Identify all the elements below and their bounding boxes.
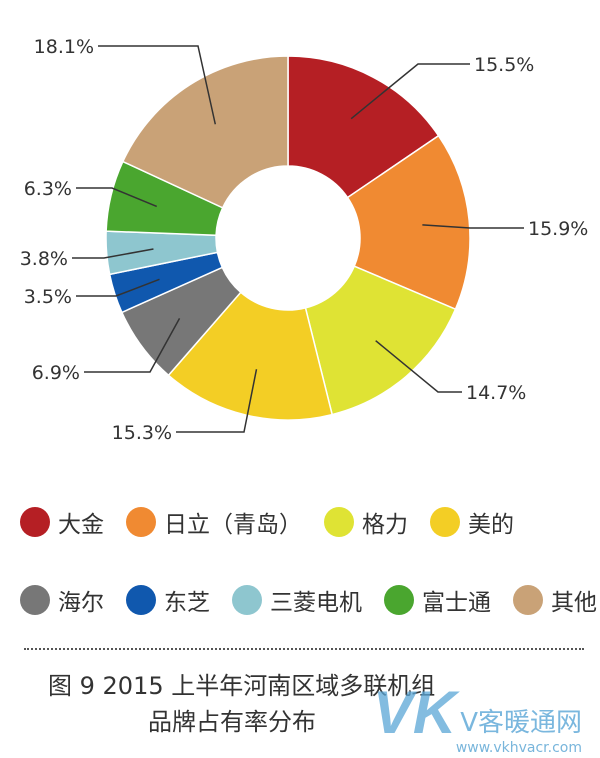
- dotted-divider: [24, 648, 584, 650]
- leader-line-2: [375, 340, 462, 393]
- legend-item-other: 其他: [513, 583, 597, 617]
- leader-line-6: [72, 248, 154, 259]
- legend-label: 其他: [551, 590, 597, 616]
- watermark: VK V客暖通网 www.vkhvacr.com: [372, 679, 582, 757]
- legend-item-gree: 格力: [324, 505, 408, 539]
- legend-item-mitsubishi: 三菱电机: [232, 583, 362, 617]
- legend-item-fujitsu: 富士通: [384, 583, 491, 617]
- data-label-3: 15.3%: [112, 422, 172, 444]
- data-label-0: 15.5%: [474, 54, 534, 76]
- data-label-7: 6.3%: [24, 178, 72, 200]
- legend-dot-icon: [20, 585, 50, 615]
- legend-dot-icon: [20, 507, 50, 537]
- legend-dot-icon: [126, 507, 156, 537]
- legend-label: 海尔: [58, 590, 104, 616]
- legend-item-haier: 海尔: [20, 583, 104, 617]
- leader-line-7: [76, 187, 158, 208]
- legend-item-hitachi: 日立（青岛）: [126, 505, 302, 539]
- legend-dot-icon: [232, 585, 262, 615]
- legend-label: 大金: [58, 512, 104, 538]
- donut-chart: 15.5% 15.9% 14.7% 15.3% 6.9% 3.5% 3.8% 6.3% 18.1…: [20, 36, 589, 444]
- legend-dot-icon: [513, 585, 543, 615]
- legend-item-midea: 美的: [430, 505, 514, 539]
- data-label-4: 6.9%: [32, 362, 80, 384]
- watermark-logo: VK V客暖通网: [372, 679, 582, 746]
- legend-dot-icon: [126, 585, 156, 615]
- data-label-5: 3.5%: [24, 286, 72, 308]
- data-label-6: 3.8%: [20, 248, 68, 270]
- watermark-vk-logo: VK: [372, 679, 457, 746]
- caption-line-2: 品牌占有率分布: [148, 708, 316, 736]
- watermark-url: www.vkhvacr.com: [455, 740, 582, 756]
- legend-item-daikin: 大金: [20, 505, 104, 539]
- slice-8: [121, 55, 289, 209]
- leader-line-4: [84, 318, 181, 373]
- slice-1: [346, 134, 471, 311]
- slice-0: [287, 55, 440, 199]
- data-label-2: 14.7%: [466, 382, 526, 404]
- legend-label: 日立（青岛）: [164, 512, 302, 538]
- legend-label: 三菱电机: [270, 590, 362, 616]
- leader-line-1: [422, 224, 524, 229]
- caption-line-1: 图 9 2015 上半年河南区域多联机组: [48, 672, 436, 700]
- data-label-1: 15.9%: [528, 218, 588, 240]
- legend-label: 美的: [468, 512, 514, 538]
- leader-line-0: [350, 63, 470, 120]
- legend: 大金 日立（青岛） 格力 美的 海尔 东芝 三菱电机 富士通: [20, 500, 600, 656]
- leader-line-8: [98, 45, 217, 125]
- legend-row-2: 海尔 东芝 三菱电机 富士通 其他: [20, 578, 600, 622]
- legend-item-toshiba: 东芝: [126, 583, 210, 617]
- leader-line-3: [176, 369, 258, 433]
- legend-label: 富士通: [422, 590, 491, 616]
- legend-label: 东芝: [164, 590, 210, 616]
- legend-row-1: 大金 日立（青岛） 格力 美的: [20, 500, 600, 544]
- slice-2: [304, 265, 457, 416]
- leader-line-5: [76, 278, 160, 297]
- watermark-site-name: V客暖通网: [460, 708, 582, 738]
- slice-3: [167, 291, 334, 421]
- legend-label: 格力: [362, 512, 408, 538]
- legend-dot-icon: [324, 507, 354, 537]
- data-label-8: 18.1%: [34, 36, 94, 58]
- figure-caption: 图 9 2015 上半年河南区域多联机组 品牌占有率分布: [48, 668, 435, 740]
- legend-dot-icon: [430, 507, 460, 537]
- legend-dot-icon: [384, 585, 414, 615]
